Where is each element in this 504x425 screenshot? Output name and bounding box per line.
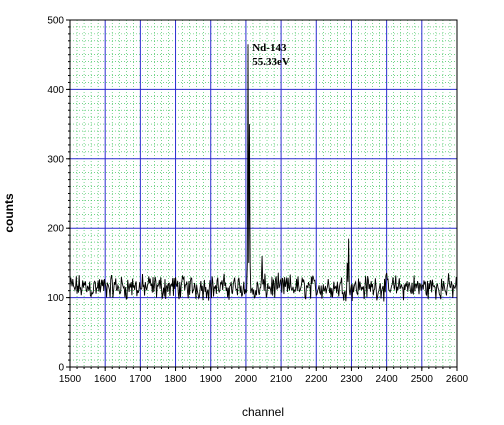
y-tick-label: 500: [47, 16, 64, 27]
x-tick-label: 2600: [446, 374, 469, 385]
x-tick-label: 2500: [411, 374, 434, 385]
y-tick-label: 100: [47, 293, 64, 304]
y-tick-label: 400: [47, 85, 64, 96]
x-tick-label: 2100: [270, 374, 293, 385]
annotations: Nd-143 55.33eV: [252, 42, 290, 68]
x-tick-labels: 1500 1600 1700 1800 1900 2000 2100 2200 2300 2400…: [59, 374, 469, 385]
minor-grid: [70, 20, 457, 367]
y-tick-label: 300: [47, 154, 64, 165]
peak-annotation-line: 55.33eV: [252, 56, 290, 68]
x-tick-label: 2000: [235, 374, 258, 385]
axis-ticks: [66, 19, 458, 371]
y-tick-label: 200: [47, 224, 64, 235]
x-tick-label: 2400: [376, 374, 399, 385]
major-grid: [69, 19, 458, 368]
y-axis-label: counts: [2, 193, 16, 233]
x-tick-label: 1600: [94, 374, 117, 385]
peak-annotation-line: Nd-143: [252, 42, 287, 54]
y-tick-labels: 0 100 200 300 400 500: [47, 16, 64, 374]
x-tick-label: 2200: [305, 374, 328, 385]
x-tick-label: 1700: [129, 374, 152, 385]
series-line-counts: [69, 44, 458, 302]
plot-frame: [69, 19, 458, 368]
x-tick-label: 2300: [340, 374, 363, 385]
x-tick-label: 1500: [59, 374, 82, 385]
x-tick-label: 1900: [200, 374, 223, 385]
x-axis-label: channel: [242, 405, 284, 419]
y-tick-label: 0: [58, 363, 64, 374]
x-tick-label: 1800: [164, 374, 187, 385]
